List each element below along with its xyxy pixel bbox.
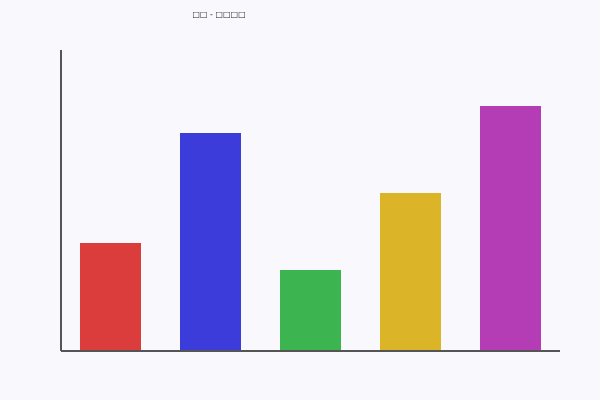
bar-3 xyxy=(280,270,341,350)
bar-1 xyxy=(80,243,141,350)
bar-2 xyxy=(180,133,241,350)
bar-4 xyxy=(380,193,441,350)
chart-title: □□ - □□□□ xyxy=(192,10,246,19)
bar-5 xyxy=(480,106,541,350)
